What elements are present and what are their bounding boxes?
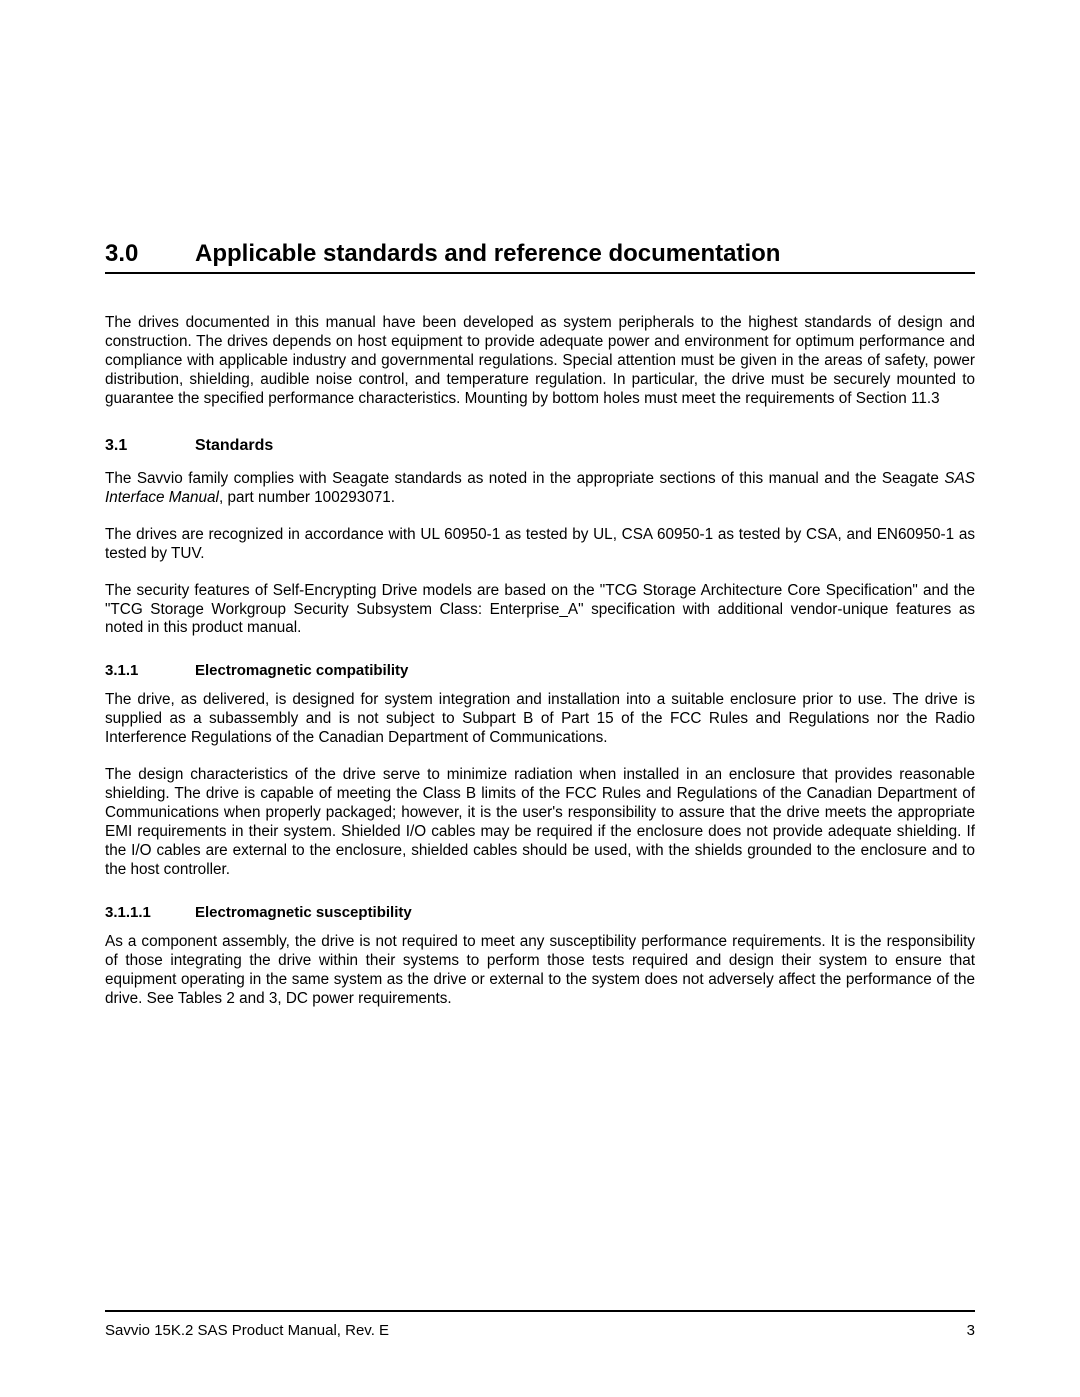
paragraph-text-post: , part number 100293071. <box>219 489 395 506</box>
page-footer: Savvio 15K.2 SAS Product Manual, Rev. E … <box>105 1310 975 1339</box>
subsection-3-1-paragraph-2: The drives are recognized in accordance … <box>105 526 975 564</box>
footer-page-number: 3 <box>967 1322 975 1339</box>
subsection-3-1-1-1-heading: 3.1.1.1 Electromagnetic susceptibility <box>105 904 975 921</box>
footer-left: Savvio 15K.2 SAS Product Manual, Rev. E <box>105 1322 389 1339</box>
subsubsection-number: 3.1.1 <box>105 662 195 679</box>
subsection-3-1-1-heading: 3.1.1 Electromagnetic compatibility <box>105 662 975 679</box>
subsubsection-title: Electromagnetic compatibility <box>195 662 408 679</box>
subsection-title: Standards <box>195 437 273 455</box>
section-heading: 3.0 Applicable standards and reference d… <box>105 240 975 274</box>
subsection-3-1-1-1-paragraph-1: As a component assembly, the drive is no… <box>105 933 975 1009</box>
subsection-3-1-heading: 3.1 Standards <box>105 437 975 455</box>
subsection-3-1-1-paragraph-2: The design characteristics of the drive … <box>105 766 975 880</box>
paragraph-text-pre: The Savvio family complies with Seagate … <box>105 470 944 487</box>
subsection-3-1-1-paragraph-1: The drive, as delivered, is designed for… <box>105 691 975 748</box>
document-page: 3.0 Applicable standards and reference d… <box>0 0 1080 1397</box>
section-number: 3.0 <box>105 240 195 268</box>
subsubsubsection-number: 3.1.1.1 <box>105 904 195 921</box>
subsubsubsection-title: Electromagnetic susceptibility <box>195 904 412 921</box>
subsection-number: 3.1 <box>105 437 195 455</box>
subsection-3-1-paragraph-1: The Savvio family complies with Seagate … <box>105 470 975 508</box>
section-title: Applicable standards and reference docum… <box>195 240 780 268</box>
subsection-3-1-paragraph-3: The security features of Self-Encrypting… <box>105 582 975 639</box>
section-intro-paragraph: The drives documented in this manual hav… <box>105 314 975 409</box>
